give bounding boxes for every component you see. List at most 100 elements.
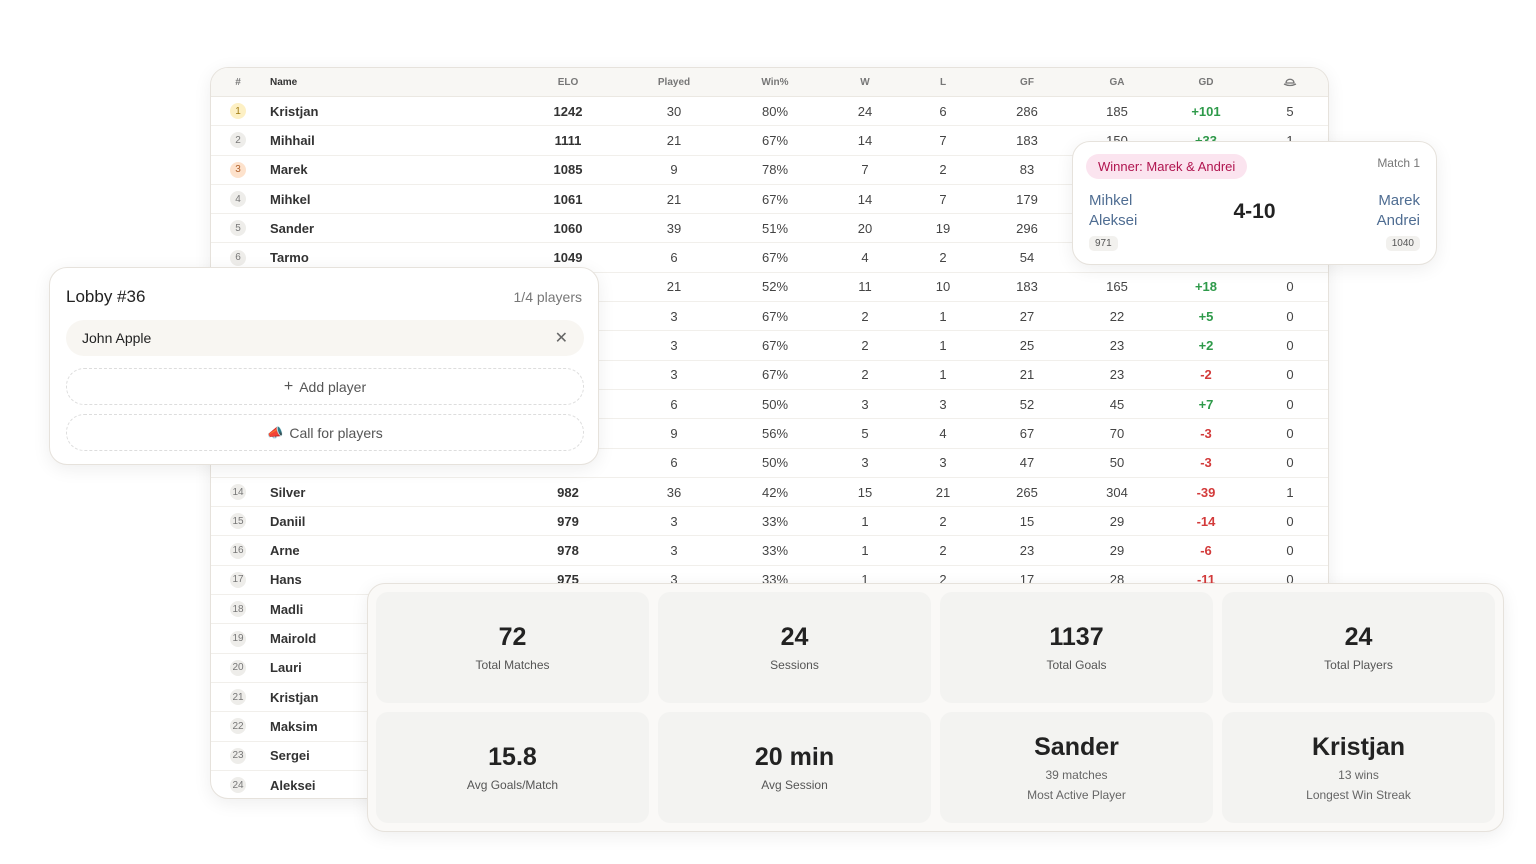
column-header-name[interactable]: Name [270, 76, 298, 88]
rank-cell: 17 [211, 566, 278, 594]
column-header-rank[interactable]: # [235, 76, 241, 88]
played-cell: 6 [670, 396, 678, 412]
ga-cell: 304 [1106, 484, 1128, 500]
column-header-gf[interactable]: GF [1020, 76, 1034, 88]
w-cell: 4 [861, 250, 869, 266]
name-cell: Sergei [270, 748, 310, 764]
stat-label: Total Goals [1046, 658, 1107, 672]
table-row[interactable]: 3 67% 2 1 21 23 -2 0 [211, 361, 1328, 390]
column-header-win[interactable]: Win% [761, 76, 789, 88]
ga-cell: 70 [1109, 425, 1125, 441]
w-cell: 24 [857, 103, 873, 119]
elo-cell: 979 [557, 513, 579, 529]
stat-subvalue: 13 wins [1338, 768, 1379, 782]
add-player-button[interactable]: + Add player [66, 368, 584, 405]
gf-cell: 23 [1019, 543, 1035, 559]
match-label: Match 1 [1377, 156, 1420, 170]
w-cell: 2 [861, 367, 869, 383]
w-cell: 1 [861, 572, 869, 588]
column-header-w[interactable]: W [860, 76, 870, 88]
table-row[interactable]: 9 56% 5 4 67 70 -3 0 [211, 419, 1328, 449]
column-header-elo[interactable]: ELO [557, 76, 579, 88]
table-row[interactable]: 15 Daniil 979 3 33% 1 2 15 29 -14 0 [211, 507, 1328, 537]
rank-cell: 16 [211, 537, 278, 565]
stat-label: Avg Session [761, 778, 828, 792]
gf-cell: 179 [1016, 191, 1038, 207]
stat-label: Total Players [1324, 658, 1393, 672]
stat-tile: 1137 Total Goals [940, 592, 1213, 703]
table-row[interactable]: 6 Tarmo 1049 6 67% 4 2 54 [211, 244, 1328, 273]
lobby-player-count: 1/4 players [513, 289, 582, 305]
played-cell: 21 [666, 132, 682, 148]
rank-badge: 1 [230, 103, 246, 120]
rank-badge: 21 [230, 689, 246, 706]
column-header-l[interactable]: L [939, 76, 947, 88]
gf-cell: 21 [1019, 367, 1035, 383]
gf-cell: 83 [1019, 162, 1035, 178]
hat-cell: 0 [1286, 367, 1294, 383]
l-cell: 2 [939, 250, 947, 266]
rank-cell: 19 [211, 624, 278, 652]
rank-badge: 3 [230, 161, 246, 178]
table-row[interactable]: 5 Sander 1060 39 51% 20 19 296 [211, 214, 1328, 244]
stat-value: 20 min [754, 743, 835, 771]
table-row[interactable]: 1 Kristjan 1242 30 80% 24 6 286 185 +101 5 [211, 97, 1328, 127]
table-row[interactable]: 3 67% 2 1 27 22 +5 0 [211, 302, 1328, 332]
hat-cell: 0 [1286, 572, 1294, 588]
rank-badge: 18 [230, 601, 246, 618]
table-row[interactable]: 21 52% 11 10 183 165 +18 0 [211, 273, 1328, 303]
stat-tile: 20 min Avg Session [658, 712, 931, 823]
stat-value: 1137 [1049, 623, 1104, 651]
rank-cell: 15 [211, 507, 278, 535]
column-header-played[interactable]: Played [657, 76, 691, 88]
rank-cell: 1 [211, 97, 278, 125]
match-card[interactable]: Winner: Marek & Andrei Match 1 Mihkel Al… [1072, 141, 1437, 265]
column-header-gd[interactable]: GD [1198, 76, 1214, 88]
stat-tile: 24 Sessions [658, 592, 931, 703]
rank-cell: 21 [211, 683, 278, 711]
table-row[interactable]: 3 Marek 1085 9 78% 7 2 83 [211, 156, 1328, 185]
rank-cell: 4 [211, 185, 278, 213]
win-cell: 67% [761, 132, 789, 148]
win-cell: 78% [761, 162, 789, 178]
player-name: John Apple [82, 330, 152, 346]
hat-cell: 0 [1286, 543, 1294, 559]
table-row[interactable]: 16 Arne 978 3 33% 1 2 23 29 -6 0 [211, 537, 1328, 566]
rank-badge: 15 [230, 513, 246, 530]
name-cell: Daniil [270, 513, 306, 529]
rank-cell: 24 [211, 771, 278, 798]
win-cell: 52% [761, 279, 789, 295]
team-2-player: Andrei [1376, 212, 1420, 229]
l-cell: 2 [939, 513, 947, 529]
l-cell: 7 [939, 191, 947, 207]
played-cell: 21 [666, 191, 682, 207]
table-row[interactable]: 14 Silver 982 36 42% 15 21 265 304 -39 1 [211, 478, 1328, 508]
gd-cell: +2 [1198, 338, 1214, 354]
table-row[interactable]: 24 Aleksei [211, 771, 1328, 798]
column-header-ga[interactable]: GA [1109, 76, 1125, 88]
played-cell: 3 [670, 543, 678, 559]
table-row[interactable]: 3 67% 2 1 25 23 +2 0 [211, 331, 1328, 361]
hat-icon[interactable] [1250, 68, 1328, 96]
w-cell: 3 [861, 455, 869, 471]
name-cell: Arne [270, 543, 300, 559]
stat-label: Sessions [770, 658, 819, 672]
w-cell: 14 [857, 191, 873, 207]
played-cell: 3 [670, 367, 678, 383]
gd-cell: -2 [1200, 367, 1212, 383]
table-header: # Name ELO Played Win% W L GF GA GD [211, 68, 1328, 97]
win-cell: 67% [761, 250, 789, 266]
remove-player-close-icon[interactable]: ✕ [554, 330, 568, 347]
table-row[interactable]: 6 50% 3 3 52 45 +7 0 [211, 390, 1328, 420]
gd-cell: -3 [1200, 455, 1212, 471]
name-cell: Tarmo [270, 250, 309, 266]
w-cell: 20 [857, 220, 873, 236]
call-for-players-button[interactable]: 📣 Call for players [66, 414, 584, 451]
w-cell: 1 [861, 543, 869, 559]
table-row[interactable]: 4 Mihkel 1061 21 67% 14 7 179 [211, 185, 1328, 215]
elo-cell: 1242 [553, 103, 583, 119]
table-row[interactable]: 6 50% 3 3 47 50 -3 0 [211, 449, 1328, 478]
gd-cell: -3 [1200, 425, 1212, 441]
stat-tile: Kristjan 13 wins Longest Win Streak [1222, 712, 1495, 823]
played-cell: 3 [670, 308, 678, 324]
